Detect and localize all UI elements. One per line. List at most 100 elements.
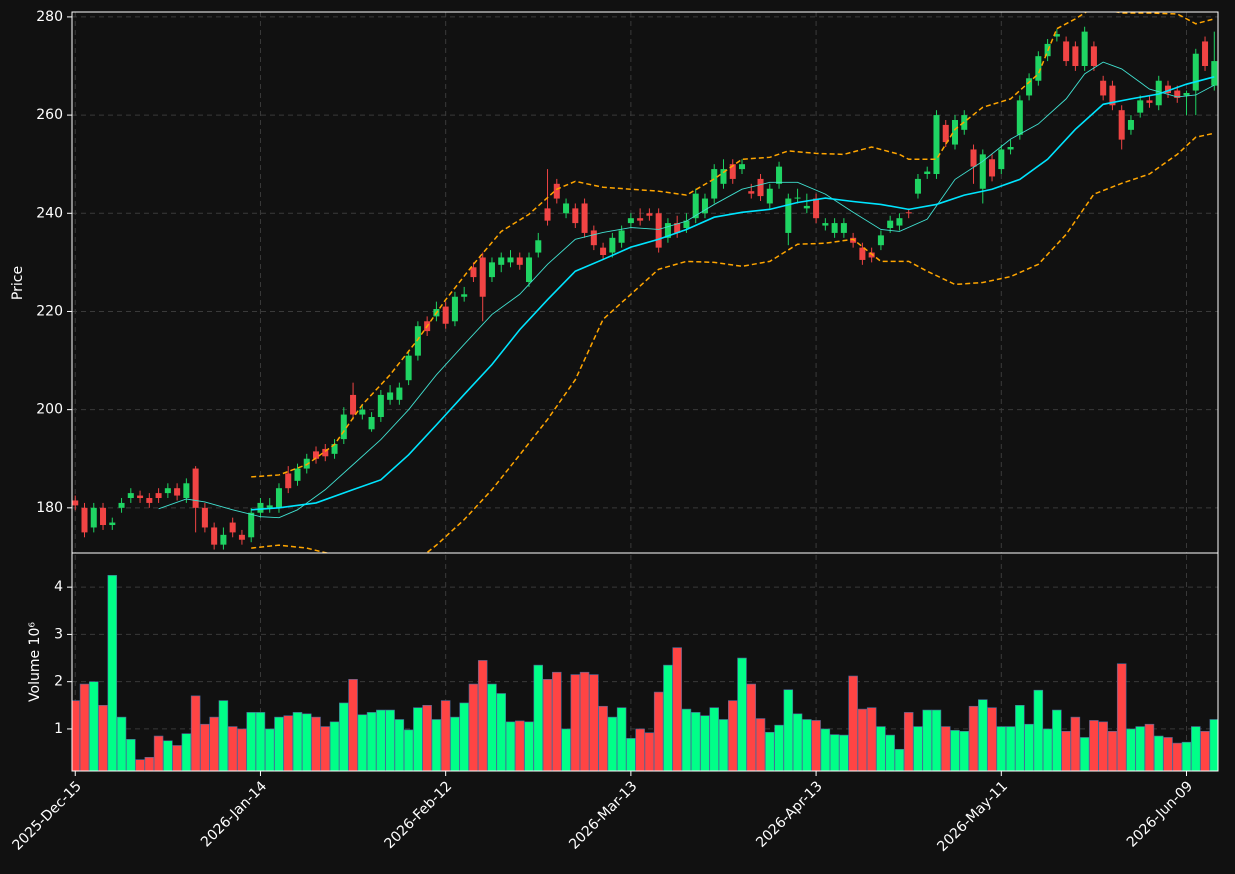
candle-body: [127, 493, 134, 499]
volume-bar: [496, 693, 506, 771]
candle-body: [738, 164, 746, 170]
candle-body: [914, 178, 921, 194]
candle-body: [609, 237, 616, 253]
candle-body: [1211, 61, 1218, 86]
candle-body: [155, 493, 162, 499]
volume-bar: [746, 683, 757, 771]
volume-bar: [922, 709, 932, 771]
indicator-line: [251, 76, 1215, 511]
candle-body: [989, 159, 996, 177]
candle-body: [1053, 34, 1060, 37]
candle-body: [442, 306, 449, 324]
candle-body: [266, 505, 273, 508]
volume-bar: [1163, 737, 1173, 771]
candle-body: [387, 392, 394, 400]
volume-bar: [931, 709, 942, 771]
candle-body: [674, 223, 681, 233]
volume-bar: [1153, 735, 1164, 771]
y-tick-label: 280: [36, 9, 63, 25]
volume-bar: [477, 660, 488, 771]
volume-bar: [1209, 719, 1218, 771]
candle-body: [711, 169, 718, 199]
volume-bar: [903, 712, 914, 771]
volume-bar: [783, 689, 794, 771]
candle-body: [220, 534, 227, 545]
candle-body: [1155, 80, 1162, 106]
volume-bar: [440, 700, 451, 771]
candle-body: [498, 257, 505, 265]
candle-body: [896, 218, 903, 226]
candle-body: [1137, 100, 1144, 113]
candle-body: [813, 198, 820, 219]
candle-body: [581, 203, 588, 233]
candle-body: [1090, 46, 1097, 67]
volume-bar: [255, 712, 266, 771]
candle-body: [461, 294, 468, 297]
candle-body: [590, 230, 597, 246]
volume-bar: [616, 707, 627, 771]
candle-body: [655, 213, 662, 248]
volume-bar: [718, 719, 729, 771]
candle-body: [924, 171, 931, 175]
candle-body: [748, 191, 755, 194]
candle-body: [637, 218, 644, 221]
volume-bar: [700, 715, 710, 771]
candle-body: [877, 235, 884, 246]
volume-bar: [394, 719, 405, 771]
candle-body: [303, 458, 310, 469]
volume-axis-label: Volume 10⁶: [27, 622, 43, 702]
volume-bar: [292, 712, 303, 771]
x-tick-label: 2026-Jan-14: [198, 778, 270, 850]
volume-bar: [589, 674, 599, 771]
volume-bar: [811, 720, 821, 771]
candle-body: [563, 203, 570, 214]
candle-body: [720, 169, 727, 184]
y-tick-label: 1: [54, 721, 63, 737]
volume-bar: [505, 721, 516, 771]
volume-bar: [1070, 716, 1081, 771]
candle-body: [998, 149, 1005, 170]
volume-bar: [366, 712, 377, 771]
volume-bar: [487, 683, 497, 771]
candle-body: [322, 448, 329, 457]
volume-bar: [264, 728, 275, 771]
candle-body: [1174, 90, 1181, 98]
candle-body: [1127, 120, 1134, 130]
volume-bar: [1172, 742, 1182, 771]
volume-bar: [737, 657, 747, 771]
candle-body: [331, 444, 338, 454]
candle-body: [414, 326, 421, 356]
candle-body: [1035, 56, 1042, 81]
candle-body: [933, 115, 940, 175]
volume-bar: [135, 759, 145, 771]
volume-bar: [1116, 663, 1127, 771]
candle-body: [340, 414, 347, 440]
candle-body: [1192, 53, 1199, 91]
candle-body: [664, 223, 671, 238]
candle-body: [822, 223, 829, 226]
price-frame: [71, 11, 1219, 554]
x-tick-label: 2026-Apr-13: [753, 778, 826, 851]
volume-bar: [857, 708, 868, 771]
candle-body: [1183, 93, 1190, 96]
candle-body: [970, 149, 977, 167]
volume-bar: [524, 721, 534, 771]
volume-bar: [459, 702, 469, 771]
candle-body: [72, 500, 79, 506]
volume-bar: [422, 705, 432, 771]
candle-body: [377, 394, 384, 418]
volume-frame: [71, 552, 1219, 772]
volume-bar: [672, 647, 682, 771]
volume-bar: [89, 681, 99, 771]
x-tick-label: 2026-May-11: [934, 778, 1011, 855]
volume-bar: [681, 708, 692, 771]
candle-body: [285, 473, 292, 489]
volume-bar: [274, 716, 284, 771]
candle-body: [109, 522, 116, 526]
volume-bar: [403, 729, 414, 771]
volume-bar: [72, 700, 80, 771]
candle-body: [1202, 41, 1209, 67]
candle-body: [201, 507, 208, 528]
candle-body: [1063, 41, 1070, 62]
volume-bar: [1098, 721, 1108, 771]
